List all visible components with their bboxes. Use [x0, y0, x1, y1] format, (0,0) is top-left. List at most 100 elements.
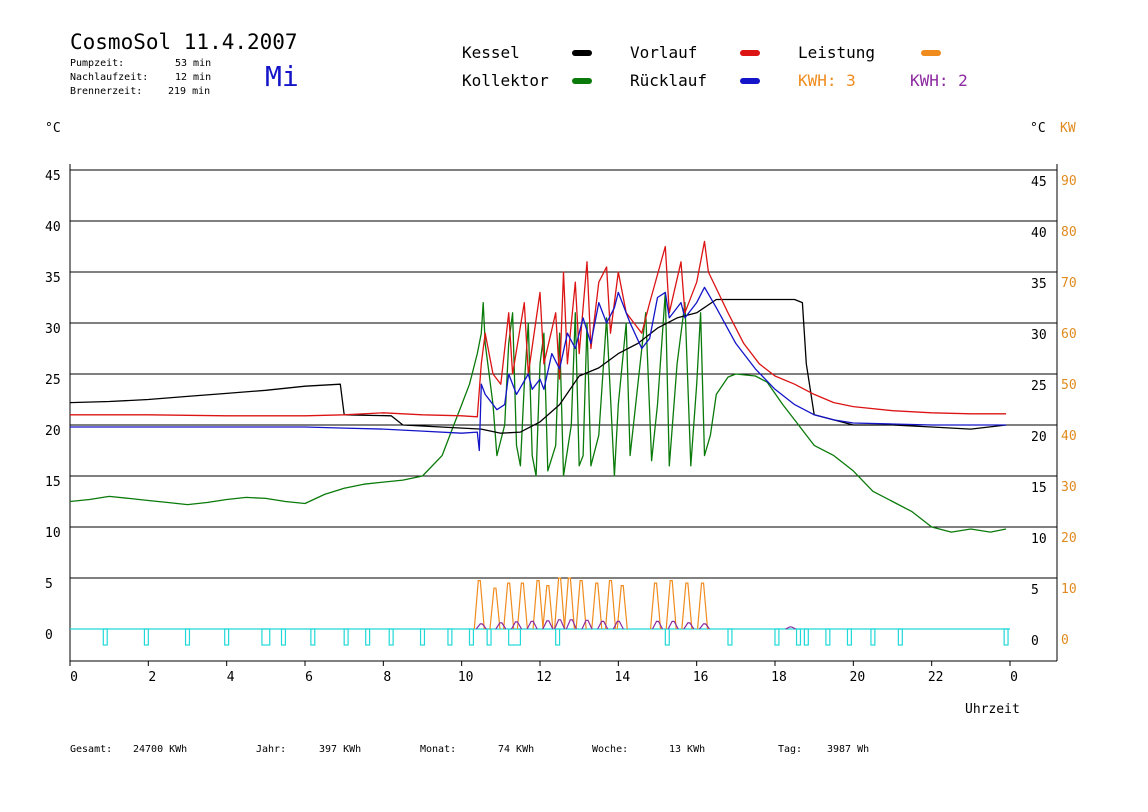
- y2-tick-0: 0: [1061, 633, 1069, 648]
- pump-pulse-22: [846, 628, 852, 646]
- y2-tick-10: 10: [1061, 582, 1077, 597]
- y-tick-left-0: 0: [45, 628, 53, 643]
- leistung-peak-9: [591, 582, 603, 630]
- x-tick-4: 8: [383, 670, 391, 685]
- pump-pulse-11: [447, 628, 453, 646]
- pump-pulse-6: [310, 628, 316, 646]
- legend-kollektor-label: Kollektor: [462, 71, 549, 90]
- x-tick-12: 0: [1010, 670, 1018, 685]
- weekday-label: Mi: [265, 60, 299, 93]
- legend-leistung-label: Leistung: [798, 43, 876, 62]
- kwh2-peak-12: [683, 622, 695, 630]
- y2-tick-70: 70: [1061, 276, 1077, 291]
- y-tick-right-5: 5: [1031, 583, 1039, 598]
- y-tick-left-10: 10: [45, 526, 61, 541]
- pump-pulse-4: [261, 628, 271, 646]
- footer-tag-label: Tag:: [778, 744, 803, 755]
- leistung-peak-8: [575, 579, 587, 630]
- y2-tick-30: 30: [1061, 480, 1077, 495]
- pump-pulse-21: [825, 628, 831, 646]
- kwh2-peak-10: [651, 620, 664, 630]
- footer-tag-value: 3987 Wh: [827, 744, 870, 755]
- pump-pulse-1: [143, 628, 149, 646]
- brennerzeit-value: 219 min: [168, 86, 211, 97]
- x-tick-5: 10: [458, 670, 474, 685]
- legend-ruecklauf-swatch: [740, 78, 760, 84]
- kwh2-peak-3: [526, 620, 538, 630]
- y-tick-right-30: 30: [1031, 328, 1047, 343]
- y-tick-left-20: 20: [45, 424, 61, 439]
- pump-pulse-10: [419, 628, 426, 646]
- footer-woche-label: Woche:: [592, 744, 629, 755]
- pumpzeit-value: 53 min: [175, 58, 212, 69]
- kwh2-peak-11: [667, 620, 679, 630]
- x-tick-7: 14: [615, 670, 631, 685]
- y-tick-left-15: 15: [45, 475, 61, 490]
- x-tick-10: 20: [850, 670, 866, 685]
- leistung-peak-5: [542, 585, 554, 630]
- pump-pulse-3: [224, 628, 230, 646]
- kwh2-peak-7: [581, 619, 593, 630]
- leistung-peak-11: [616, 585, 628, 630]
- legend-kessel-label: Kessel: [462, 43, 520, 62]
- pump-pulse-8: [365, 628, 371, 646]
- legend-vorlauf-label: Vorlauf: [630, 43, 698, 62]
- footer-monat-label: Monat:: [420, 744, 457, 755]
- leistung-peak-6: [553, 577, 566, 630]
- y-tick-right-35: 35: [1031, 277, 1047, 292]
- kwh2-peak-5: [554, 619, 566, 630]
- y2-tick-90: 90: [1061, 174, 1077, 189]
- footer-jahr-value: 397 KWh: [319, 744, 362, 755]
- pump-pulse-13: [486, 628, 492, 646]
- nachlaufzeit-value: 12 min: [175, 72, 212, 83]
- kwh2-peak-8: [597, 620, 609, 630]
- y2-tick-20: 20: [1061, 531, 1077, 546]
- legend-leistung-swatch: [921, 50, 941, 56]
- x-tick-2: 4: [227, 670, 235, 685]
- y-tick-left-30: 30: [45, 322, 61, 337]
- leistung-peak-12: [649, 582, 662, 630]
- kwh2-peak-14: [785, 626, 796, 630]
- leistung-peak-4: [532, 579, 544, 630]
- x-tick-1: 2: [148, 670, 156, 685]
- pump-pulse-17: [727, 628, 733, 646]
- footer-woche-value: 13 KWh: [669, 744, 706, 755]
- legend-kwh1-label: KWH: 3: [798, 71, 856, 90]
- leistung-peak-15: [696, 582, 709, 630]
- footer-jahr-label: Jahr:: [256, 744, 287, 755]
- y-tick-left-45: 45: [45, 169, 61, 184]
- footer-gesamt-value: 24700 KWh: [133, 744, 188, 755]
- legend-vorlauf-swatch: [740, 50, 760, 56]
- leistung-peak-2: [503, 582, 515, 630]
- y-tick-left-40: 40: [45, 220, 61, 235]
- y-tick-right-15: 15: [1031, 481, 1047, 496]
- legend-kwh2-label: KWH: 2: [910, 71, 968, 90]
- right-unit-label: °C: [1030, 121, 1046, 136]
- pump-pulse-25: [1003, 628, 1009, 646]
- vorlauf-line: [70, 240, 1007, 418]
- pump-pulse-12: [468, 628, 475, 646]
- pump-pulse-2: [184, 628, 191, 646]
- ruecklauf-line: [70, 286, 1007, 452]
- kwh2-peak-6: [565, 619, 577, 630]
- brennerzeit-label: Brennerzeit:: [70, 86, 143, 97]
- kwh2-peak-9: [612, 620, 624, 630]
- pump-pulse-5: [280, 628, 287, 646]
- footer-gesamt-label: Gesamt:: [70, 744, 113, 755]
- y-tick-right-20: 20: [1031, 430, 1047, 445]
- y-tick-left-25: 25: [45, 373, 61, 388]
- pump-pulse-16: [664, 628, 670, 646]
- pump-pulse-20: [803, 628, 809, 646]
- x-tick-9: 18: [771, 670, 787, 685]
- kwh2-peak-2: [510, 621, 523, 630]
- kwh2-peak-4: [542, 620, 554, 630]
- leistung-peak-13: [665, 579, 677, 630]
- pump-pulse-24: [897, 628, 903, 646]
- x-tick-11: 22: [928, 670, 944, 685]
- y-tick-right-25: 25: [1031, 379, 1047, 394]
- pumpzeit-label: Pumpzeit:: [70, 58, 125, 69]
- leistung-peak-1: [489, 587, 501, 630]
- leistung-peak-0: [473, 579, 485, 630]
- kwh2-peak-13: [699, 623, 710, 630]
- pump-pulse-0: [102, 628, 108, 646]
